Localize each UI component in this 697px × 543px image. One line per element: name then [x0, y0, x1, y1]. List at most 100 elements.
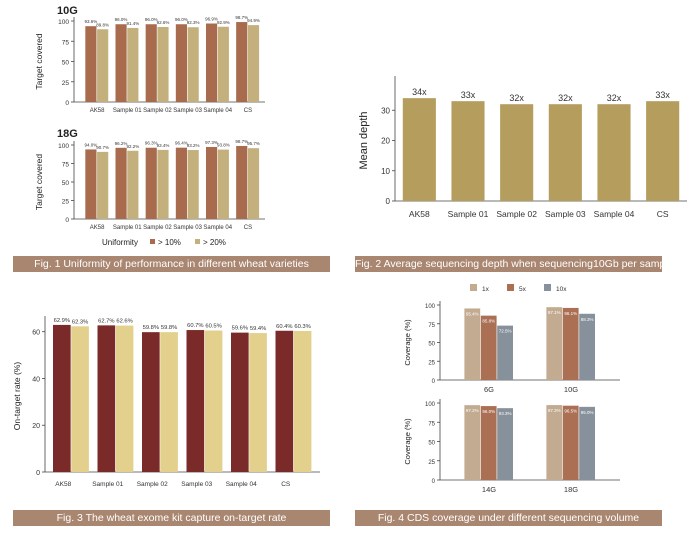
fig2-category-label: Sample 04 [594, 209, 635, 219]
fig1-10g-data-label: 92.6% [157, 20, 170, 25]
fig1-18g-y-tick-label: 0 [65, 217, 69, 224]
fig1-legend-title: Uniformity [102, 238, 138, 247]
fig2-svg: 0 10 20 30 Mean depth 34x AK58 33x Sample 01 32x S… [358, 76, 687, 219]
fig1-18g-bar [127, 150, 139, 219]
fig4-bottom-y-tick-label: 0 [432, 479, 436, 485]
fig4-bottom-bar [464, 405, 481, 480]
fig4-top-data-label: 96.1% [564, 311, 577, 316]
fig4-top-y-label: Coverage (%) [403, 319, 412, 366]
fig1-legend-swatch [195, 239, 200, 244]
fig1-18g-bar [85, 149, 97, 219]
fig1-18g-bar [187, 150, 199, 219]
fig4-bottom-category-label: 14G [482, 485, 496, 494]
fig1-10g-data-label: 96.9% [205, 17, 218, 22]
fig1-10g-data-label: 94.9% [247, 18, 260, 23]
fig1-10g-bar [145, 24, 157, 103]
fig1-10g-y-tick-label: 75 [62, 39, 70, 46]
fig1-10g-y-tick-label: 100 [58, 19, 69, 26]
fig1-10g-category-label: Sample 04 [203, 108, 232, 114]
fig4-bottom-bar [579, 406, 595, 480]
fig1-panel: 10G 0 25 50 75 100 Target covered 93.6% 89.8% AK5… [0, 0, 330, 272]
fig3-category-label: Sample 03 [181, 481, 212, 488]
fig4-top-category-label: 6G [484, 385, 494, 394]
fig3-data-label: 59.8% [161, 325, 177, 331]
fig3-category-label: Sample 01 [92, 481, 123, 488]
fig4-legend-swatch [544, 284, 551, 291]
fig4-bottom-data-label: 97.3% [548, 408, 561, 413]
fig3-bar [231, 332, 249, 472]
fig4-legend-label: 5x [519, 286, 527, 293]
fig3-bar [275, 330, 294, 472]
fig4-top-data-label: 85.8% [482, 319, 495, 324]
fig1-18g-data-label: 96.3% [145, 141, 158, 146]
fig2-y-tick-label: 20 [381, 137, 390, 146]
fig2-bar [500, 104, 534, 201]
fig1-18g-y-tick-label: 75 [62, 162, 70, 169]
fig3-data-label: 62.6% [116, 319, 132, 325]
fig3-bar [249, 333, 267, 472]
fig1-legend-label: > 20% [203, 238, 226, 247]
fig1-18g-bar [217, 149, 229, 219]
fig1-10g-bar [247, 25, 260, 103]
fig3-y-label: On-target rate (%) [12, 362, 22, 431]
fig3-category-label: Sample 02 [137, 481, 168, 488]
fig2-category-label: CS [657, 209, 669, 219]
fig2-data-label: 32x [558, 93, 573, 103]
fig2-data-label: 32x [509, 93, 524, 103]
fig2-bar [646, 101, 680, 201]
fig1-18g-category-label: Sample 02 [143, 225, 172, 231]
fig1-10g-data-label: 89.8% [96, 22, 109, 27]
fig4-caption: Fig. 4 CDS coverage under different sequ… [355, 510, 662, 526]
fig4-top-y-tick-label: 50 [428, 342, 435, 348]
fig4-top-y-tick-label: 75 [428, 323, 435, 329]
fig4-bottom-y-label: Coverage (%) [403, 418, 412, 465]
fig4-panel: 1x 5x 10x 0 25 50 75 100 Coverage (%) 95.4% 85.8% 7… [395, 275, 655, 505]
fig1-legend-label: > 10% [158, 238, 181, 247]
fig2-data-label: 33x [655, 90, 670, 100]
fig4-bottom-y-tick-label: 75 [428, 421, 435, 427]
fig3-data-label: 60.4% [276, 324, 292, 330]
fig1-18g-data-label: 94.0% [85, 142, 98, 147]
fig4-bottom-data-label: 97.2% [466, 408, 479, 413]
fig4-top-y-tick-label: 25 [428, 360, 435, 366]
fig3-data-label: 60.3% [294, 324, 310, 330]
fig4-bottom-y-tick-label: 25 [428, 460, 435, 466]
fig3-y-tick-label: 60 [32, 330, 40, 337]
fig3-y-tick-label: 0 [36, 470, 40, 477]
fig4-bottom-y-tick-label: 100 [425, 402, 436, 408]
fig1-18g-category-label: CS [244, 225, 252, 231]
fig3-data-label: 59.8% [143, 325, 159, 331]
fig1-18g-bar [175, 147, 187, 219]
fig3-bar [160, 332, 178, 472]
fig1-18g-data-label: 92.2% [126, 144, 139, 149]
fig1-18g-bar [157, 149, 169, 219]
fig3-bar [115, 325, 134, 472]
fig1-10g-y-tick-label: 25 [62, 80, 70, 87]
fig4-bottom-bar [480, 406, 497, 480]
fig3-category-label: CS [281, 481, 291, 488]
fig1-18g-data-label: 93.4% [157, 143, 170, 148]
fig1-18g-title: 18G [57, 128, 78, 140]
fig4-svg: 1x 5x 10x 0 25 50 75 100 Coverage (%) 95.4%85.8% 7… [403, 284, 620, 494]
fig3-bar [97, 325, 116, 472]
fig1-18g-bar [247, 148, 260, 219]
fig1-10g-bar [217, 26, 229, 102]
fig4-bottom-data-label: 96.0% [482, 409, 495, 414]
fig4-top-data-label: 97.1% [548, 310, 561, 315]
fig2-bar [548, 104, 582, 201]
fig4-top-bar [480, 315, 497, 380]
fig3-data-label: 60.7% [187, 323, 203, 329]
fig1-18g-y-tick-label: 50 [62, 180, 70, 187]
fig4-bottom-data-label: 93.3% [499, 411, 512, 416]
fig1-18g-category-label: Sample 04 [203, 225, 232, 231]
fig1-18g-y-tick-label: 25 [62, 199, 70, 206]
fig1-10g-bar [175, 24, 187, 103]
fig3-panel: 0 20 40 60 On-target rate (%) 62.9% 62.3% AK58 6… [0, 310, 335, 510]
fig1-18g-y-tick-label: 100 [58, 143, 69, 150]
fig1-svg: 10G 0 25 50 75 100 Target covered 93.6%89.8% AK5… [34, 5, 265, 247]
fig1-10g-data-label: 96.0% [145, 17, 158, 22]
fig2-y-label: Mean depth [358, 111, 370, 169]
fig4-top-bar [579, 313, 595, 380]
fig1-10g-category-label: Sample 02 [143, 108, 172, 114]
fig1-10g-bar [85, 26, 97, 103]
